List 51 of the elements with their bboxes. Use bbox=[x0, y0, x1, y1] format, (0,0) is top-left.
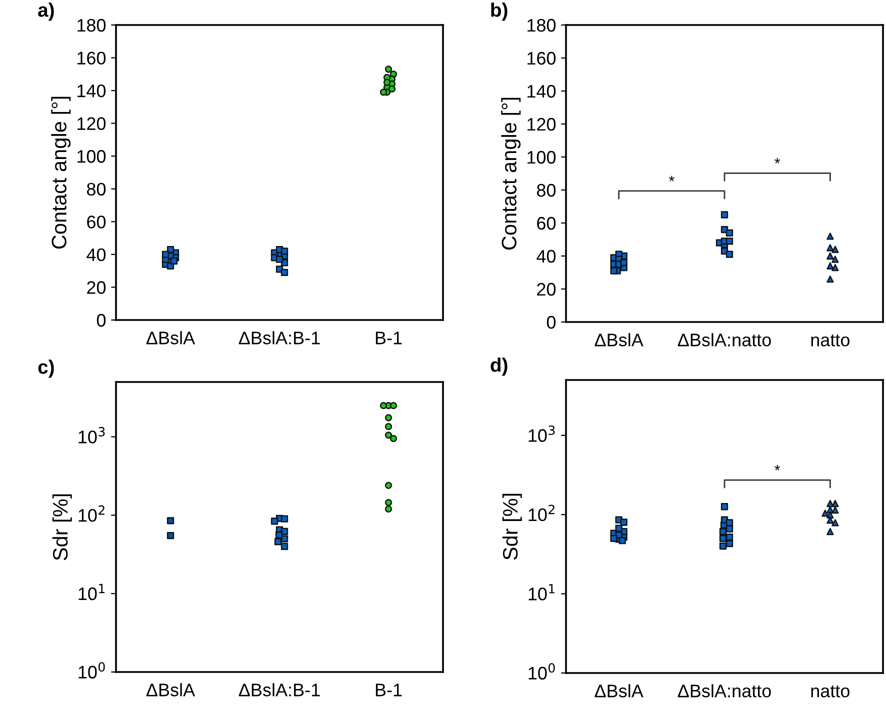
x-tick-label: ΔBslA:B-1 bbox=[238, 331, 320, 344]
y-tick-label: 140 bbox=[528, 84, 556, 98]
y-tick-label: 40 bbox=[536, 250, 556, 263]
y-tick-label: 10$^{2}$ bbox=[78, 505, 104, 522]
x-tick-label: ΔBslA:B-1 bbox=[238, 683, 320, 696]
y-tick-label: 10$^{2}$ bbox=[528, 504, 554, 522]
x-tick-label: B-1 bbox=[376, 332, 402, 344]
y-tick-label: 0 bbox=[96, 314, 106, 327]
x-tick-label: ΔBslA bbox=[594, 333, 644, 346]
annotation: * bbox=[774, 464, 780, 470]
y-tick-label: 100 bbox=[528, 150, 556, 164]
y-tick-label: 160 bbox=[528, 52, 556, 65]
y-axis-title: Contact angle [°] bbox=[501, 98, 521, 250]
y-tick-label: 20 bbox=[87, 281, 106, 294]
x-tick-label: ΔBslA:natto bbox=[678, 684, 771, 698]
x-tick-label: ΔBslA bbox=[594, 684, 644, 698]
y-axis-title: Sdr [%] bbox=[502, 494, 522, 560]
y-tick-label: 10$^{0}$ bbox=[78, 662, 105, 679]
y-tick-label: 80 bbox=[86, 182, 106, 196]
y-tick-label: 80 bbox=[536, 184, 556, 197]
y-tick-label: 10$^{1}$ bbox=[528, 584, 555, 600]
y-axis-title: Contact angle [°] bbox=[51, 96, 71, 249]
chart-title: d) bbox=[490, 358, 508, 376]
y-tick-label: 40 bbox=[86, 248, 106, 262]
y-tick-label: 10$^{0}$ bbox=[528, 663, 555, 680]
y-tick-label: 60 bbox=[537, 216, 556, 230]
y-tick-label: 180 bbox=[528, 18, 556, 32]
x-tick-label: natto bbox=[811, 686, 850, 698]
y-tick-label: 10$^{3}$ bbox=[528, 425, 555, 442]
y-tick-label: 10$^{3}$ bbox=[78, 426, 105, 444]
y-tick-label: 160 bbox=[78, 52, 106, 64]
x-tick-label: ΔBslA bbox=[146, 683, 196, 696]
y-tick-label: 100 bbox=[78, 150, 106, 163]
chart-title: c) bbox=[38, 360, 54, 378]
y-tick-label: 140 bbox=[78, 84, 106, 98]
x-tick-label: ΔBslA bbox=[146, 331, 196, 344]
y-tick-label: 10$^{1}$ bbox=[78, 584, 105, 600]
chart-title: a) bbox=[38, 2, 54, 21]
y-tick-label: 20 bbox=[537, 282, 556, 296]
y-tick-label: 60 bbox=[87, 216, 106, 228]
y-tick-label: 120 bbox=[78, 117, 106, 130]
chart-title: b) bbox=[491, 2, 508, 21]
annotation: * bbox=[668, 176, 674, 182]
x-tick-label: B-1 bbox=[376, 684, 402, 696]
y-tick-label: 180 bbox=[78, 18, 106, 32]
x-tick-label: ΔBslA:natto bbox=[678, 333, 771, 346]
annotation: * bbox=[774, 158, 780, 164]
y-tick-label: 0 bbox=[546, 316, 556, 329]
y-axis-title: Sdr [%] bbox=[52, 494, 72, 560]
x-tick-label: natto bbox=[811, 334, 850, 346]
y-tick-label: 120 bbox=[528, 118, 556, 131]
